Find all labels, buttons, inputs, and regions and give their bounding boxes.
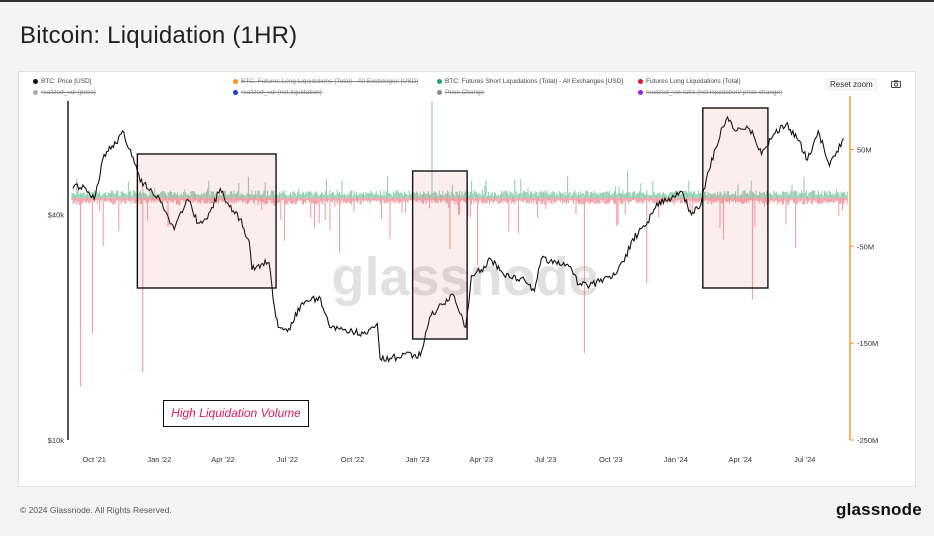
highlight-boxes <box>136 107 769 340</box>
page-title: Bitcoin: Liquidation (1HR) <box>20 22 298 49</box>
legend-item[interactable]: Futures Long Liquidations (Total) <box>638 78 741 86</box>
legend-item[interactable]: Price Change <box>437 89 484 97</box>
legend-label: BTC: Futures Long Liquidations (Total) -… <box>241 78 419 85</box>
copyright-text: © 2024 Glassnode. All Rights Reserved. <box>20 505 172 515</box>
highlight-box <box>411 170 468 340</box>
legend-label: realized_vol ratio (not liquidation/ pri… <box>646 89 783 96</box>
x-tick-label: Oct '21 <box>82 455 106 464</box>
btc-price-line <box>72 115 845 363</box>
legend-swatch <box>33 89 38 95</box>
x-tick-label: Jul '22 <box>277 455 298 464</box>
highlight-box <box>702 107 769 289</box>
legend-label: BTC: Price [USD] <box>41 78 92 85</box>
legend-label: realized_vol (price) <box>41 89 96 96</box>
y-left-tick-label: $40k <box>48 211 65 220</box>
highlight-box <box>136 153 277 289</box>
legend-label: Price Change <box>445 89 485 96</box>
liquidation-bars <box>71 101 848 387</box>
legend-label: Futures Long Liquidations (Total) <box>646 78 741 85</box>
legend-item[interactable]: BTC: Futures Long Liquidations (Total) -… <box>233 78 418 86</box>
x-tick-label: Jan '23 <box>406 455 430 464</box>
x-tick-label: Apr '24 <box>729 455 753 464</box>
y-left-tick-label: $10k <box>48 436 65 445</box>
x-tick-label: Oct '23 <box>599 455 623 464</box>
camera-icon[interactable] <box>891 80 901 88</box>
legend-item[interactable]: BTC: Futures Short Liquidations (Total) … <box>437 78 623 86</box>
legend-label: realized_vol (not liquidation) <box>241 89 322 96</box>
x-tick-label: Jul '23 <box>535 455 556 464</box>
legend-item[interactable]: realized_vol (price) <box>33 89 96 97</box>
x-tick-label: Jul '24 <box>794 455 815 464</box>
legend-swatch <box>437 78 442 84</box>
legend-swatch <box>638 78 643 84</box>
top-border <box>0 0 934 2</box>
x-tick-label: Jan '24 <box>664 455 688 464</box>
watermark: glassnode <box>331 247 598 307</box>
y-right-tick-label: -150M <box>857 339 878 348</box>
legend-item[interactable]: BTC: Price [USD] <box>33 78 92 86</box>
legend-swatch <box>233 89 238 95</box>
price-line <box>72 115 845 363</box>
y-right-tick-label: -250M <box>857 436 878 445</box>
x-tick-label: Apr '22 <box>211 455 235 464</box>
legend-swatch <box>638 89 643 95</box>
legend-label: BTC: Futures Short Liquidations (Total) … <box>445 78 624 85</box>
x-tick-label: Jan '22 <box>147 455 171 464</box>
y-right-tick-label: -50M <box>857 242 874 251</box>
legend-swatch <box>437 89 442 95</box>
x-tick-label: Oct '22 <box>341 455 365 464</box>
y-right-tick-label: 50M <box>857 145 872 154</box>
legend-item[interactable]: realized_vol (not liquidation) <box>233 89 322 97</box>
annotation-label: High Liquidation Volume <box>163 400 309 427</box>
x-tick-label: Apr '23 <box>470 455 494 464</box>
legend-swatch <box>33 78 38 84</box>
reset-zoom-button[interactable]: Reset zoom <box>825 78 878 91</box>
axes: $40k $10k 50M -50M -150M -250M Oct '21 Jan '22 A… <box>48 96 878 464</box>
glassnode-logo: glassnode <box>836 500 922 519</box>
legend-swatch <box>233 78 238 84</box>
legend-item[interactable]: realized_vol ratio (not liquidation/ pri… <box>638 89 782 97</box>
